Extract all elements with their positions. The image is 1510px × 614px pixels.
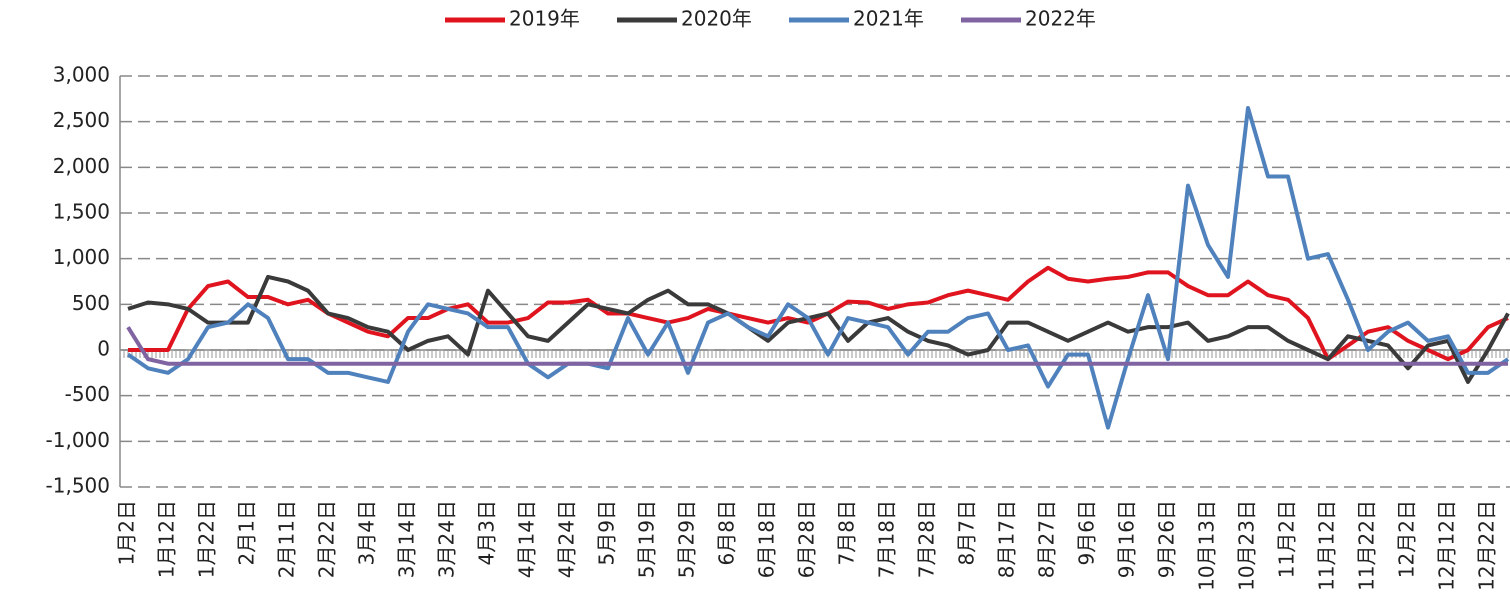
- y-tick-label: 1,500: [53, 200, 110, 224]
- x-tick-label: 5月19日: [635, 500, 659, 578]
- x-tick-label: 6月18日: [755, 500, 779, 578]
- x-tick-label: 6月28日: [795, 500, 819, 578]
- y-tick-label: -500: [65, 382, 110, 406]
- y-tick-label: 500: [72, 291, 110, 315]
- x-tick-label: 10月13日: [1195, 500, 1219, 591]
- x-tick-label: 11月22日: [1355, 500, 1379, 591]
- x-tick-label: 9月6日: [1075, 500, 1099, 565]
- y-tick-label: 2,500: [53, 108, 110, 132]
- x-tick-label: 12月2日: [1395, 500, 1419, 578]
- x-tick-label: 3月14日: [395, 500, 419, 578]
- series-line: [127, 274, 1510, 384]
- x-tick-label: 11月2日: [1275, 500, 1299, 578]
- x-tick-label: 9月16日: [1115, 500, 1139, 578]
- legend-label: 2020年: [681, 7, 752, 31]
- y-tick-label: 3,000: [53, 63, 110, 87]
- x-tick-label: 2月11日: [275, 500, 299, 578]
- y-tick-label: 0: [97, 337, 110, 361]
- legend-label: 2019年: [509, 7, 580, 31]
- series-line: [126, 326, 1508, 366]
- x-tick-label: 7月28日: [915, 500, 939, 578]
- x-tick-label: 7月18日: [875, 500, 899, 578]
- y-tick-label: -1,500: [46, 474, 110, 498]
- x-tick-label: 2月1日: [235, 500, 259, 565]
- legend-label: 2021年: [853, 7, 924, 31]
- x-tick-label: 1月22日: [195, 500, 219, 578]
- x-tick-label: 8月27日: [1035, 500, 1059, 578]
- x-tick-label: 5月9日: [595, 500, 619, 565]
- x-tick-label: 4月3日: [475, 500, 499, 565]
- series-line: [126, 105, 1510, 430]
- x-tick-label: 4月24日: [555, 500, 579, 578]
- x-tick-label: 12月22日: [1475, 500, 1499, 591]
- x-tick-label: 9月26日: [1155, 500, 1179, 578]
- y-tick-label: 1,000: [53, 245, 110, 269]
- x-tick-label: 4月14日: [515, 500, 539, 578]
- x-tick-label: 7月8日: [835, 500, 859, 565]
- x-tick-label: 1月12日: [155, 500, 179, 578]
- y-tick-label: -1,000: [46, 428, 110, 452]
- x-tick-label: 3月4日: [355, 500, 379, 565]
- x-tick-label: 11月12日: [1315, 500, 1339, 591]
- x-tick-label: 8月17日: [995, 500, 1019, 578]
- y-tick-label: 2,000: [53, 154, 110, 178]
- x-tick-label: 5月29日: [675, 500, 699, 578]
- x-tick-label: 8月7日: [955, 500, 979, 565]
- x-tick-label: 1月2日: [115, 500, 139, 565]
- x-tick-label: 12月12日: [1435, 500, 1459, 591]
- x-tick-label: 6月8日: [715, 500, 739, 565]
- series-line: [128, 265, 1509, 362]
- x-tick-label: 2月22日: [315, 500, 339, 578]
- legend-label: 2022年: [1025, 7, 1096, 31]
- x-tick-label: 10月23日: [1235, 500, 1259, 591]
- x-tick-label: 3月24日: [435, 500, 459, 578]
